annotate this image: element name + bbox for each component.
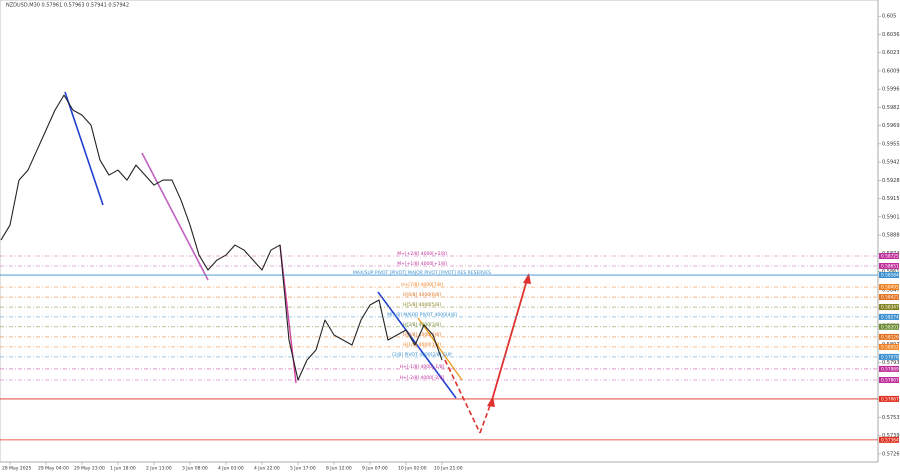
price-tag-label: 0.58274	[881, 314, 899, 320]
level-label: H[1/8] 4000[1/8]	[403, 342, 441, 348]
y-tick-label: 0.59285	[882, 178, 900, 184]
price-line	[0, 94, 443, 381]
y-tick-label: 0.5942	[882, 160, 900, 166]
price-tag-label: 0.58495	[881, 285, 899, 291]
price-tag	[879, 252, 899, 259]
level-label: H[6/8] 4000[6/8]	[403, 292, 441, 298]
x-tick-label: 8 Jun 12:00	[326, 466, 352, 472]
price-tag-label: 0.57978	[881, 354, 899, 360]
y-tick-label: 0.60365	[882, 32, 900, 38]
price-tag	[879, 353, 899, 360]
x-tick-label: 4 Jun 22:00	[254, 466, 280, 472]
trend-line	[377, 291, 457, 399]
level-label: H[3/8] 4000[3/8]	[403, 322, 441, 328]
x-tick-label: 10 Jun 02:00	[398, 466, 427, 472]
y-tick-label: 0.59825	[882, 105, 900, 111]
x-tick-label: 4 Jun 03:00	[218, 466, 244, 472]
price-tag	[879, 262, 899, 269]
forecast-line	[444, 359, 481, 434]
price-tag	[879, 436, 899, 443]
y-tick-label: 0.5915	[882, 196, 900, 202]
x-tick-label: 9 Jun 07:00	[362, 466, 388, 472]
price-tag	[879, 272, 899, 279]
x-tick-label: 2 Jun 13:00	[146, 466, 172, 472]
y-tick-label: 0.605	[882, 14, 896, 20]
y-tick-label: 0.5753	[882, 415, 900, 421]
price-tag-label: 0.58052	[881, 344, 899, 350]
price-tag	[879, 365, 899, 372]
price-tag	[879, 377, 899, 384]
price-tag	[879, 333, 899, 340]
x-tick-label: 29 May 04:00	[38, 466, 69, 472]
level-label: M+[+2/8] 4000[+2/8]	[397, 251, 447, 257]
arrow-head	[523, 273, 531, 284]
y-tick-label: 0.60095	[882, 68, 900, 74]
level-label: H+[-1/8] 4000[-1/8]	[400, 364, 445, 370]
price-tag	[879, 343, 899, 350]
level-label: [2/8] PIVOT 4000[2/8] SUP	[392, 352, 452, 358]
level-label: M+[+1/8] 4000[+1/8]	[397, 261, 447, 267]
y-tick-label: 0.57935	[882, 360, 900, 366]
trend-line	[141, 152, 209, 281]
price-tag-label: 0.57667	[881, 396, 899, 402]
trend-line	[417, 317, 463, 381]
x-tick-label: 28 May 2025	[2, 466, 31, 472]
x-tick-label: 29 May 23:00	[74, 466, 105, 472]
price-tag-label: 0.58651	[881, 263, 899, 269]
y-tick-label: 0.5726	[882, 451, 900, 457]
price-tag	[879, 323, 899, 330]
y-tick-label: 0.5888	[882, 233, 900, 239]
price-tag-label: 0.58725	[881, 253, 899, 259]
price-tag	[879, 304, 899, 311]
price-tag-label: 0.58584	[881, 273, 899, 279]
chart-title: NZDUSD,M30 0.57961 0.57963 0.57941 0.579…	[6, 3, 129, 9]
price-tag-label: 0.58201	[881, 324, 899, 330]
x-tick-label: 1 Jun 18:00	[110, 466, 136, 472]
y-tick-label: 0.59015	[882, 214, 900, 220]
x-tick-label: 10 Jun 21:00	[434, 466, 463, 472]
level-label: H+[-2/8] 4000[-2/8]	[400, 375, 445, 381]
y-tick-label: 0.58475	[882, 287, 900, 293]
x-tick-label: 3 Jun 08:00	[182, 466, 208, 472]
level-label: H[2/8] 4000[2/8]	[403, 332, 441, 338]
y-tick-label: 0.5996	[882, 87, 900, 93]
price-tag-label: 0.58126	[881, 334, 899, 340]
price-tag-label: 0.57807	[881, 378, 899, 384]
level-label: MAX/SUP PIVOT [PIVOT] MAJOR PIVOT [PIVOT…	[353, 270, 491, 276]
price-tag-label: 0.58421	[881, 295, 899, 301]
level-label: H+[7/8] 4000[7/8]	[401, 282, 443, 288]
trend-line	[64, 91, 104, 206]
y-tick-label: 0.6023	[882, 50, 900, 56]
x-tick-label: 5 Jun 17:00	[290, 466, 316, 472]
y-tick-label: 0.5969	[882, 123, 900, 129]
price-tag	[879, 313, 899, 320]
level-label: H[5/8] 4000[5/8]	[403, 302, 441, 308]
plot-frame	[0, 0, 879, 463]
price-tag-label: 0.58347	[881, 305, 899, 311]
price-tag-label: 0.57364	[881, 437, 899, 443]
price-tag	[879, 395, 899, 402]
y-tick-label: 0.57395	[882, 433, 900, 439]
price-tag	[879, 284, 899, 291]
forecast-line	[479, 399, 493, 434]
level-label: M[4/8] MAJOR PIVOT 4000[4/8]	[387, 312, 457, 318]
y-tick-label: 0.59555	[882, 141, 900, 147]
y-tick-label: 0.5861	[882, 269, 900, 275]
price-tag	[879, 294, 899, 301]
price-tag-label: 0.57889	[881, 366, 899, 372]
